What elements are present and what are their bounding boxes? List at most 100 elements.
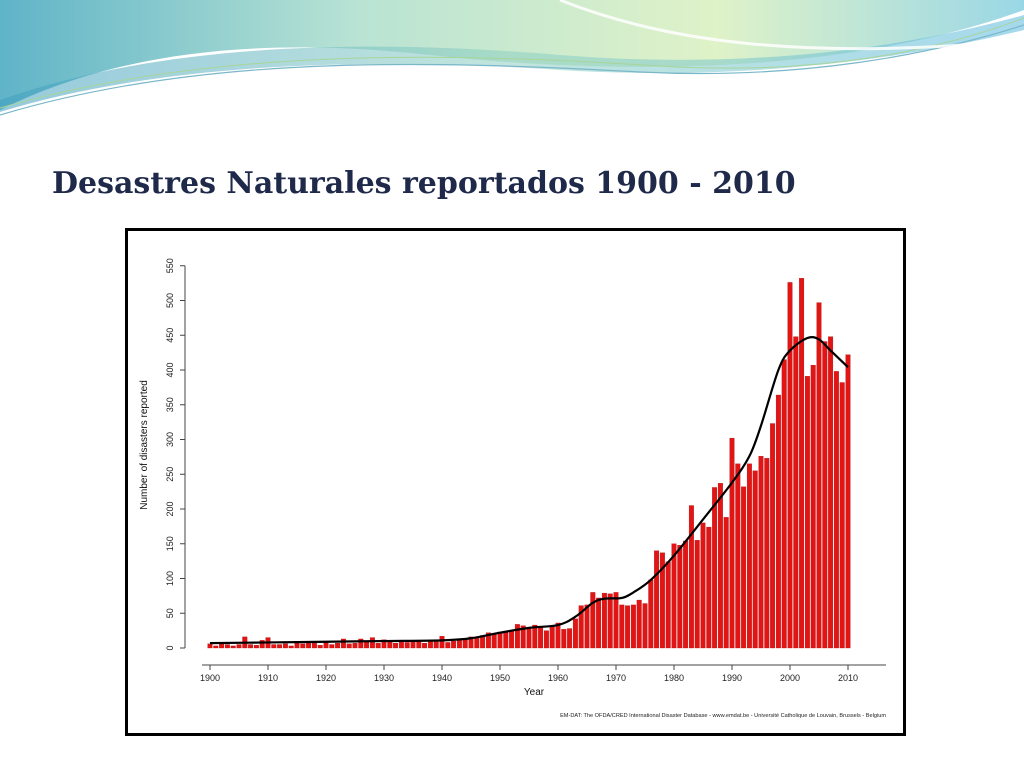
bar (503, 631, 509, 649)
bar (439, 636, 445, 649)
bar (654, 550, 660, 649)
bar (462, 638, 468, 649)
chart-frame: 0 50 100 150 200 250 300 350 400 450 500 550 1900 19… (125, 228, 906, 736)
bar (688, 505, 694, 649)
bar (468, 636, 474, 649)
y-tick-label: 450 (165, 328, 175, 343)
y-tick-label: 150 (165, 536, 175, 551)
bar (572, 618, 578, 649)
bar (538, 626, 544, 649)
bar (804, 376, 810, 649)
bar (619, 604, 625, 649)
x-tick-label: 1910 (258, 673, 278, 683)
bar (764, 458, 770, 649)
bar-series (207, 278, 851, 649)
x-axis: 1900 1910 1920 1930 1940 1950 1960 1970 1980 1990… (200, 664, 886, 683)
bar (514, 624, 520, 649)
bar (352, 642, 358, 649)
bar (590, 592, 596, 649)
bar (630, 604, 636, 649)
bar (526, 626, 532, 649)
x-tick-label: 1980 (664, 673, 684, 683)
bar (213, 645, 219, 649)
bar (787, 282, 793, 649)
bar (816, 302, 822, 649)
y-axis: 0 50 100 150 200 250 300 350 400 450 500 550 (165, 258, 186, 651)
bar (555, 622, 561, 649)
bar (288, 645, 294, 649)
bar (282, 643, 288, 649)
y-axis-label: Number of disasters reported (139, 380, 150, 510)
y-tick-label: 50 (165, 608, 175, 618)
bar (259, 640, 265, 649)
bar (677, 544, 683, 649)
bar (741, 486, 747, 649)
bar (329, 644, 335, 649)
bar (445, 642, 451, 649)
bar (311, 642, 317, 649)
bar (822, 341, 828, 649)
bar (387, 641, 393, 649)
x-tick-label: 2000 (780, 673, 800, 683)
x-tick-label: 1950 (490, 673, 510, 683)
bar (775, 394, 781, 649)
bar (427, 640, 433, 649)
bar (839, 382, 845, 649)
bar (422, 642, 428, 649)
bar (497, 631, 503, 649)
slide-title: Desastres Naturales reportados 1900 - 20… (52, 166, 796, 201)
bar (456, 639, 462, 649)
x-tick-label: 1930 (374, 673, 394, 683)
bar (596, 597, 602, 649)
bar (683, 540, 689, 649)
bar (520, 625, 526, 649)
x-axis-label: Year (524, 687, 545, 698)
y-tick-label: 400 (165, 362, 175, 377)
bar (549, 626, 555, 649)
bar (294, 642, 300, 649)
bar (393, 642, 399, 649)
trend-line (209, 336, 849, 645)
y-tick-label: 300 (165, 432, 175, 447)
bar (346, 643, 352, 649)
bar (248, 644, 254, 649)
bar (404, 642, 410, 649)
bar (491, 633, 497, 649)
bar (375, 642, 381, 649)
bar (561, 629, 567, 649)
y-tick-label: 0 (165, 645, 175, 650)
bar (845, 354, 851, 649)
bar (230, 645, 236, 649)
bar (335, 642, 341, 649)
bar (712, 487, 718, 649)
x-tick-label: 1900 (200, 673, 220, 683)
bar (474, 638, 480, 649)
bar (625, 605, 631, 649)
y-tick-label: 350 (165, 397, 175, 412)
y-tick-label: 250 (165, 467, 175, 482)
bar (433, 641, 439, 649)
x-tick-label: 1970 (606, 673, 626, 683)
bar (509, 630, 515, 649)
x-tick-label: 1960 (548, 673, 568, 683)
bar (648, 579, 654, 649)
bar (700, 522, 706, 649)
bar (717, 483, 723, 649)
bar (340, 638, 346, 649)
bar (578, 605, 584, 649)
x-tick-label: 1990 (722, 673, 742, 683)
bar (277, 644, 283, 649)
bar (398, 641, 404, 649)
bar (601, 592, 607, 649)
bar (723, 517, 729, 649)
bar (584, 604, 590, 649)
bar (781, 359, 787, 649)
bar (532, 624, 538, 649)
bar (300, 643, 306, 649)
bar (828, 336, 834, 649)
bar (642, 603, 648, 649)
bar (451, 640, 457, 649)
bar (543, 630, 549, 649)
x-tick-label: 1920 (316, 673, 336, 683)
bar (317, 645, 323, 649)
